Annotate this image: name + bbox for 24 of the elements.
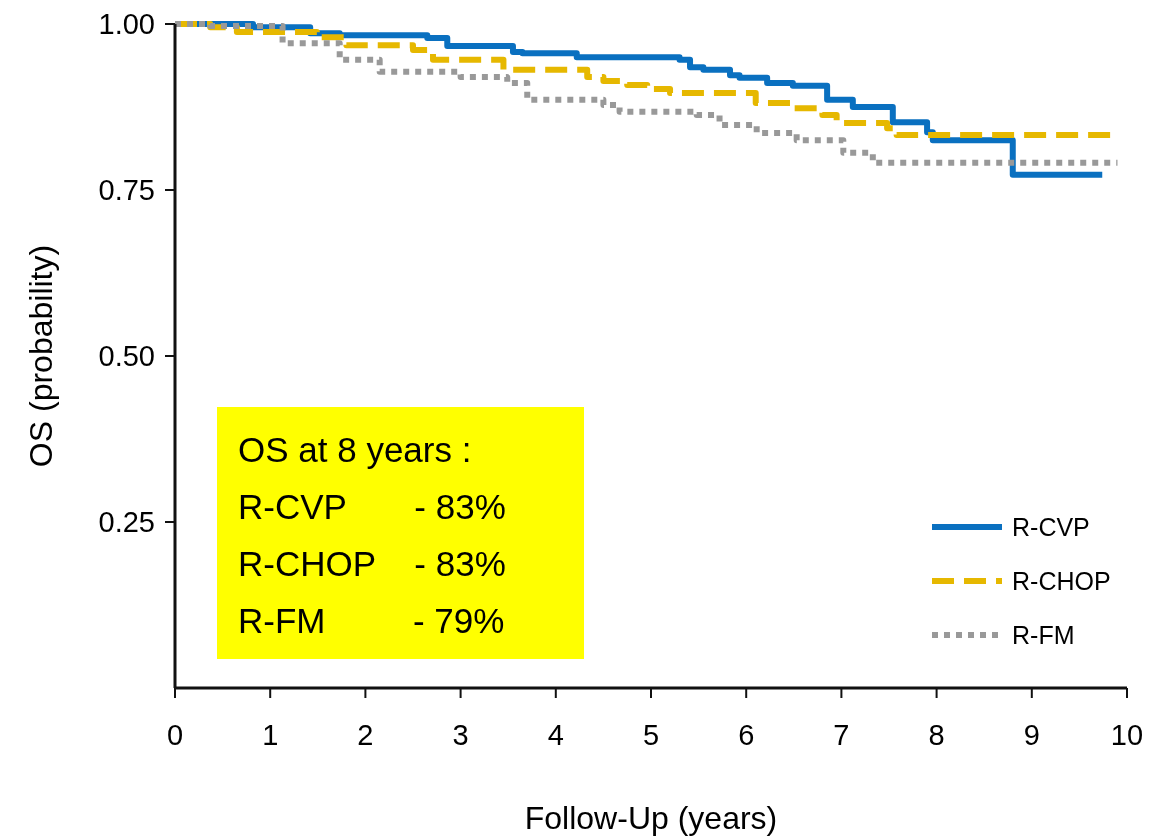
- x-tick-label: 6: [738, 719, 755, 751]
- x-tick-label: 9: [1023, 719, 1040, 751]
- x-tick-label: 2: [357, 719, 374, 751]
- x-axis-title: Follow-Up (years): [524, 800, 778, 836]
- x-tick-label: 5: [642, 719, 660, 751]
- annotation: R-FM - 79%: [238, 601, 505, 640]
- annotation: OS at 8 years :: [238, 430, 472, 469]
- x-tick-label: 4: [547, 719, 564, 751]
- annotation: R-CVP - 83%: [238, 487, 506, 526]
- x-tick-label: 3: [452, 719, 469, 751]
- y-axis-title: OS (probability): [23, 244, 59, 468]
- x-tick-label: 8: [928, 719, 945, 751]
- x-tick-label: 7: [833, 719, 850, 751]
- y-tick-label: 0.75: [98, 174, 155, 206]
- annotation: R-CHOP - 83%: [238, 544, 506, 583]
- x-tick-label: 10: [1110, 719, 1144, 751]
- x-tick-label: 0: [166, 719, 184, 751]
- x-tick-label: 1: [262, 719, 279, 751]
- legend-label: R-CHOP: [1012, 567, 1111, 595]
- y-tick-label: 0.50: [98, 340, 155, 372]
- y-tick-label: 0.25: [98, 506, 155, 538]
- legend-label: R-FM: [1012, 621, 1075, 649]
- legend-label: R-CVP: [1012, 513, 1090, 541]
- y-tick-label: 1.00: [98, 8, 155, 40]
